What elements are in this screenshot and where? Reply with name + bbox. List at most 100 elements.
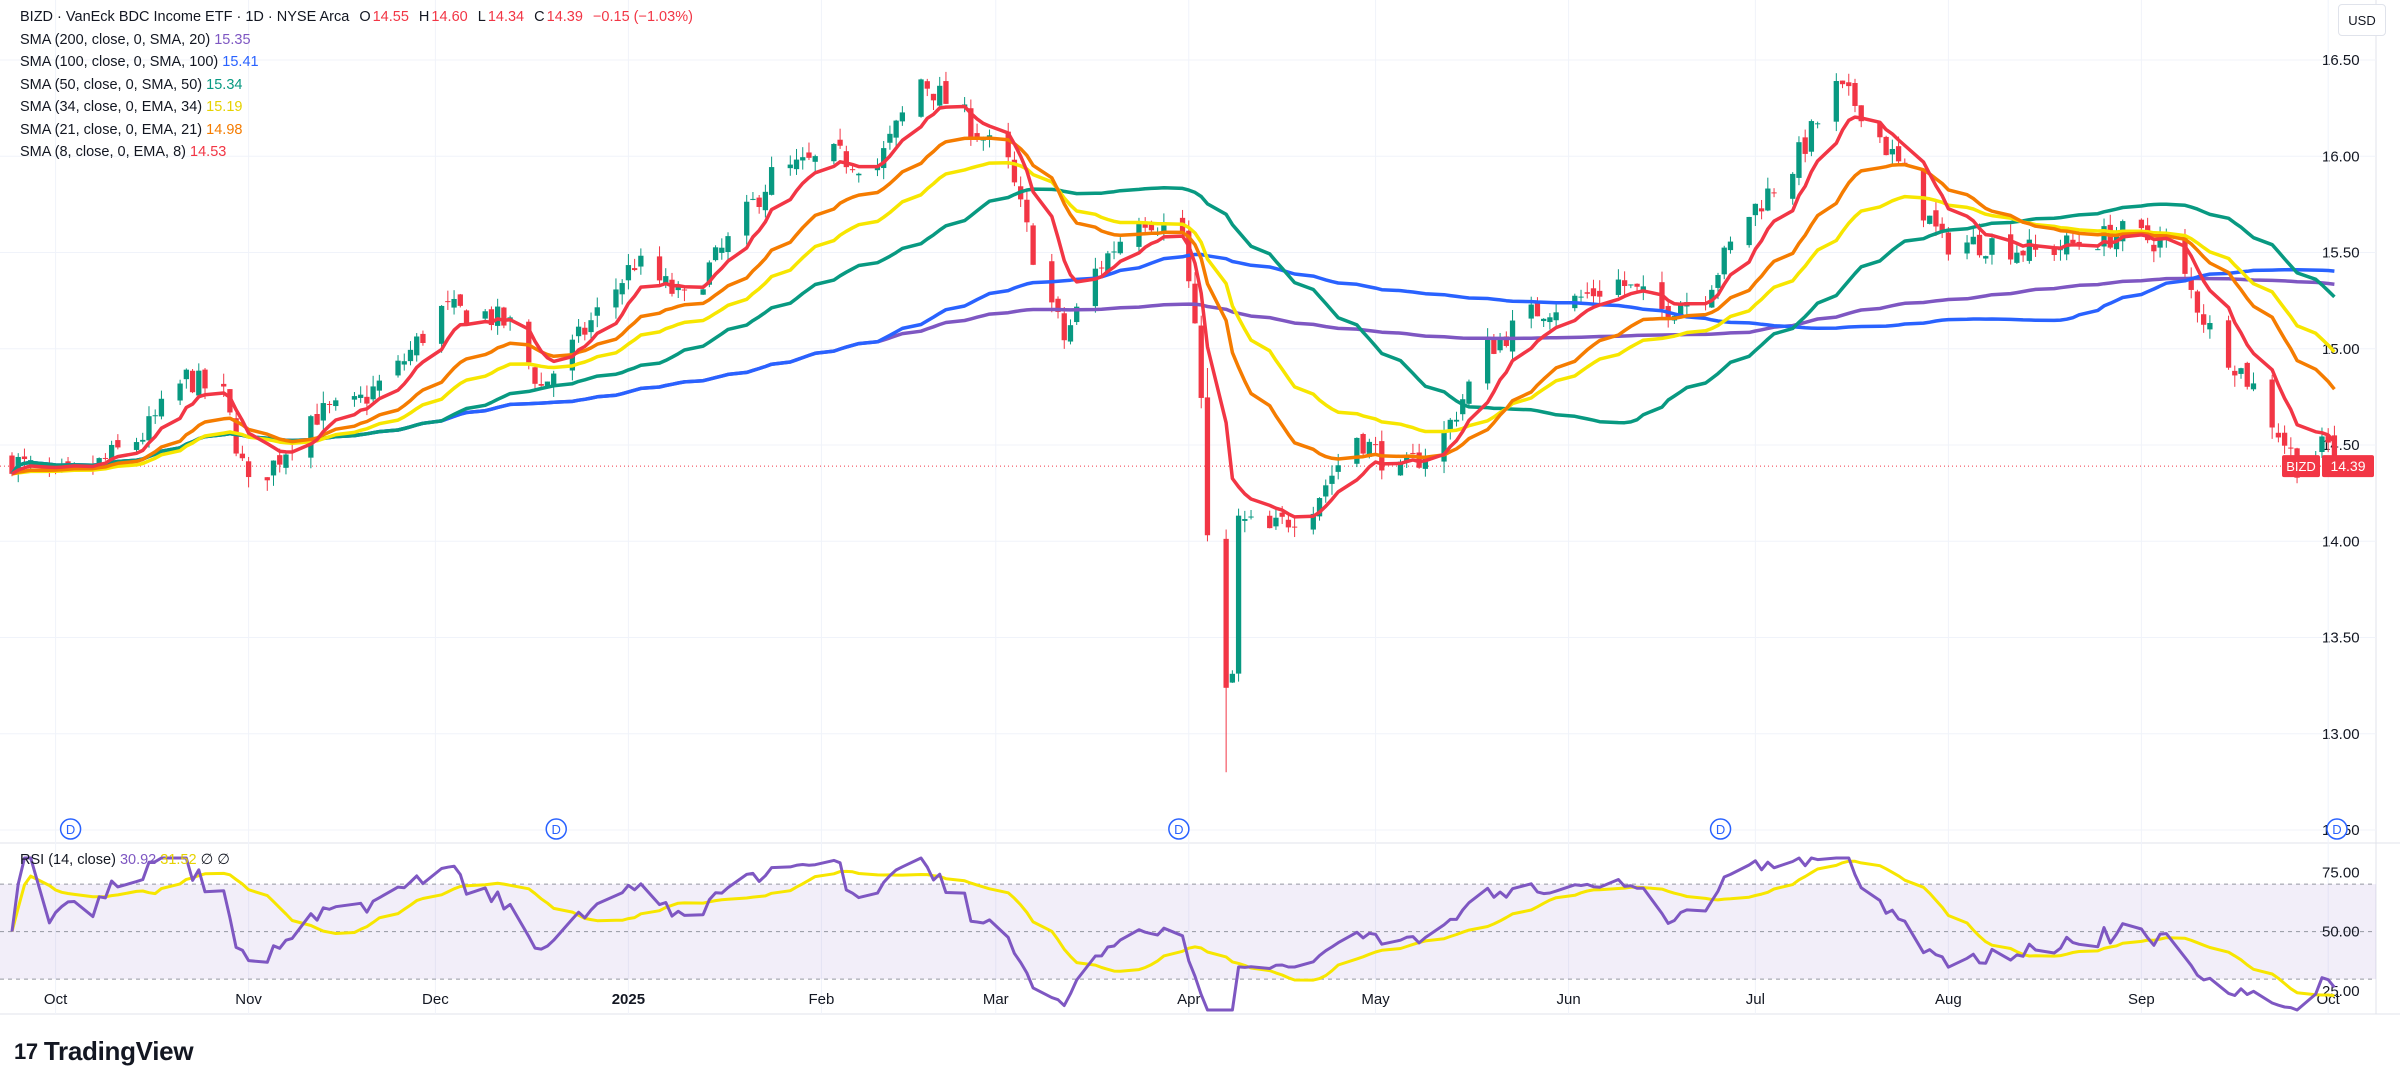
candle [594,297,600,328]
candle-body [1067,325,1074,342]
candle-body [2070,239,2076,244]
candle-body [488,309,495,326]
candle-body [1989,238,1995,255]
candle [762,184,769,218]
candle-body [793,159,800,170]
low-value: 14.34 [487,9,525,25]
indicator-sma200[interactable]: SMA (200, close, 0, SMA, 20) 15.35 [20,29,693,52]
candle [451,290,457,315]
candle [532,364,538,392]
candle-body [1466,381,1472,404]
indicator-sma50[interactable]: SMA (50, close, 0, SMA, 50) 15.34 [20,74,693,97]
candle [1242,510,1248,533]
candle-body [768,167,775,195]
candle [2232,365,2238,387]
candle-body [1279,512,1285,517]
close-label: C [534,9,545,25]
candle [1117,237,1123,255]
candle [2269,374,2275,439]
candle [1005,122,1011,169]
candle [1248,509,1254,520]
dividend-marker-circle [545,818,567,840]
candle [1229,670,1236,683]
candle [1771,188,1777,198]
candle-body [9,455,15,474]
candle-body [451,298,457,308]
candle [2014,245,2020,264]
candle-body [1372,444,1379,446]
candle-body [856,173,862,176]
symbol-title[interactable]: BIZD · VanEck BDC Income ETF · 1D · NYSE… [20,9,350,25]
indicator-ema8[interactable]: SMA (8, close, 0, EMA, 8) 14.53 [20,141,693,164]
candle [1329,465,1335,495]
candle [1889,139,1895,165]
candle-body [1939,223,1945,231]
candle-body [1727,241,1734,251]
candle [401,353,407,371]
candle-body [1852,82,1858,106]
candle [588,312,594,340]
candle-body [899,112,906,122]
candle [930,93,937,110]
time-tick-label: Aug [1935,991,1962,1008]
candle [1235,508,1242,682]
candle [1597,280,1603,305]
tradingview-logo[interactable]: 17 TradingView [14,1036,194,1067]
candle [1553,304,1559,329]
candle-body [376,380,383,391]
candle-body [812,156,818,162]
candle [681,285,688,302]
indicator-label: SMA (8, close, 0, EMA, 8) [20,144,186,160]
candle-body [1528,304,1534,319]
indicator-ema21[interactable]: SMA (21, close, 0, EMA, 21) 14.98 [20,119,693,142]
candle-body [806,152,812,158]
candle-body [930,93,937,101]
candle-body [613,289,619,308]
candle-body [675,285,681,291]
indicator-ema34[interactable]: SMA (34, close, 0, EMA, 34) 15.19 [20,96,693,119]
candle [245,456,252,488]
candle [501,306,507,329]
candle-body [1721,247,1727,275]
candle-body [1235,515,1242,674]
candle-body [1142,221,1148,228]
candle-body [495,306,501,326]
candle [787,155,793,176]
candle-body [1460,399,1466,415]
candle-body [115,440,121,448]
candle-body [1621,280,1628,287]
candle [793,148,800,175]
candle [333,397,339,411]
candle-body [881,148,887,169]
candle-body [1883,136,1889,156]
candle-body [762,191,769,211]
candle-body [1846,82,1852,87]
price-tick-label: 16.00 [2322,148,2360,165]
candle-body [1597,290,1603,297]
candle [1273,506,1279,530]
indicator-label: SMA (100, close, 0, SMA, 100) [20,54,219,70]
candle-body [1553,312,1559,321]
candle [675,281,681,298]
candle-body [1030,225,1036,265]
dividend-marker-label: D [1716,822,1725,837]
candle-body [96,458,102,465]
candle-body [308,416,314,458]
candle [1615,269,1622,298]
rsi-legend[interactable]: RSI (14, close) 30.92 31.52 ∅ ∅ [20,852,230,868]
dividend-marker-label: D [2332,822,2341,837]
candle [1578,289,1584,302]
dividend-marker-circle [1168,818,1190,840]
candle-body [1354,437,1360,464]
time-tick-label: Oct [44,991,68,1008]
candle [750,192,756,201]
candle [488,306,495,331]
indicator-sma100[interactable]: SMA (100, close, 0, SMA, 100) 15.41 [20,51,693,74]
candle [1814,121,1821,129]
candle-body [264,477,270,481]
currency-button[interactable]: USD [2338,4,2386,36]
last-price-tag: BIZD 14.39 [2282,455,2374,478]
price-tick-label: 16.50 [2322,52,2360,69]
candle [1839,80,1846,89]
